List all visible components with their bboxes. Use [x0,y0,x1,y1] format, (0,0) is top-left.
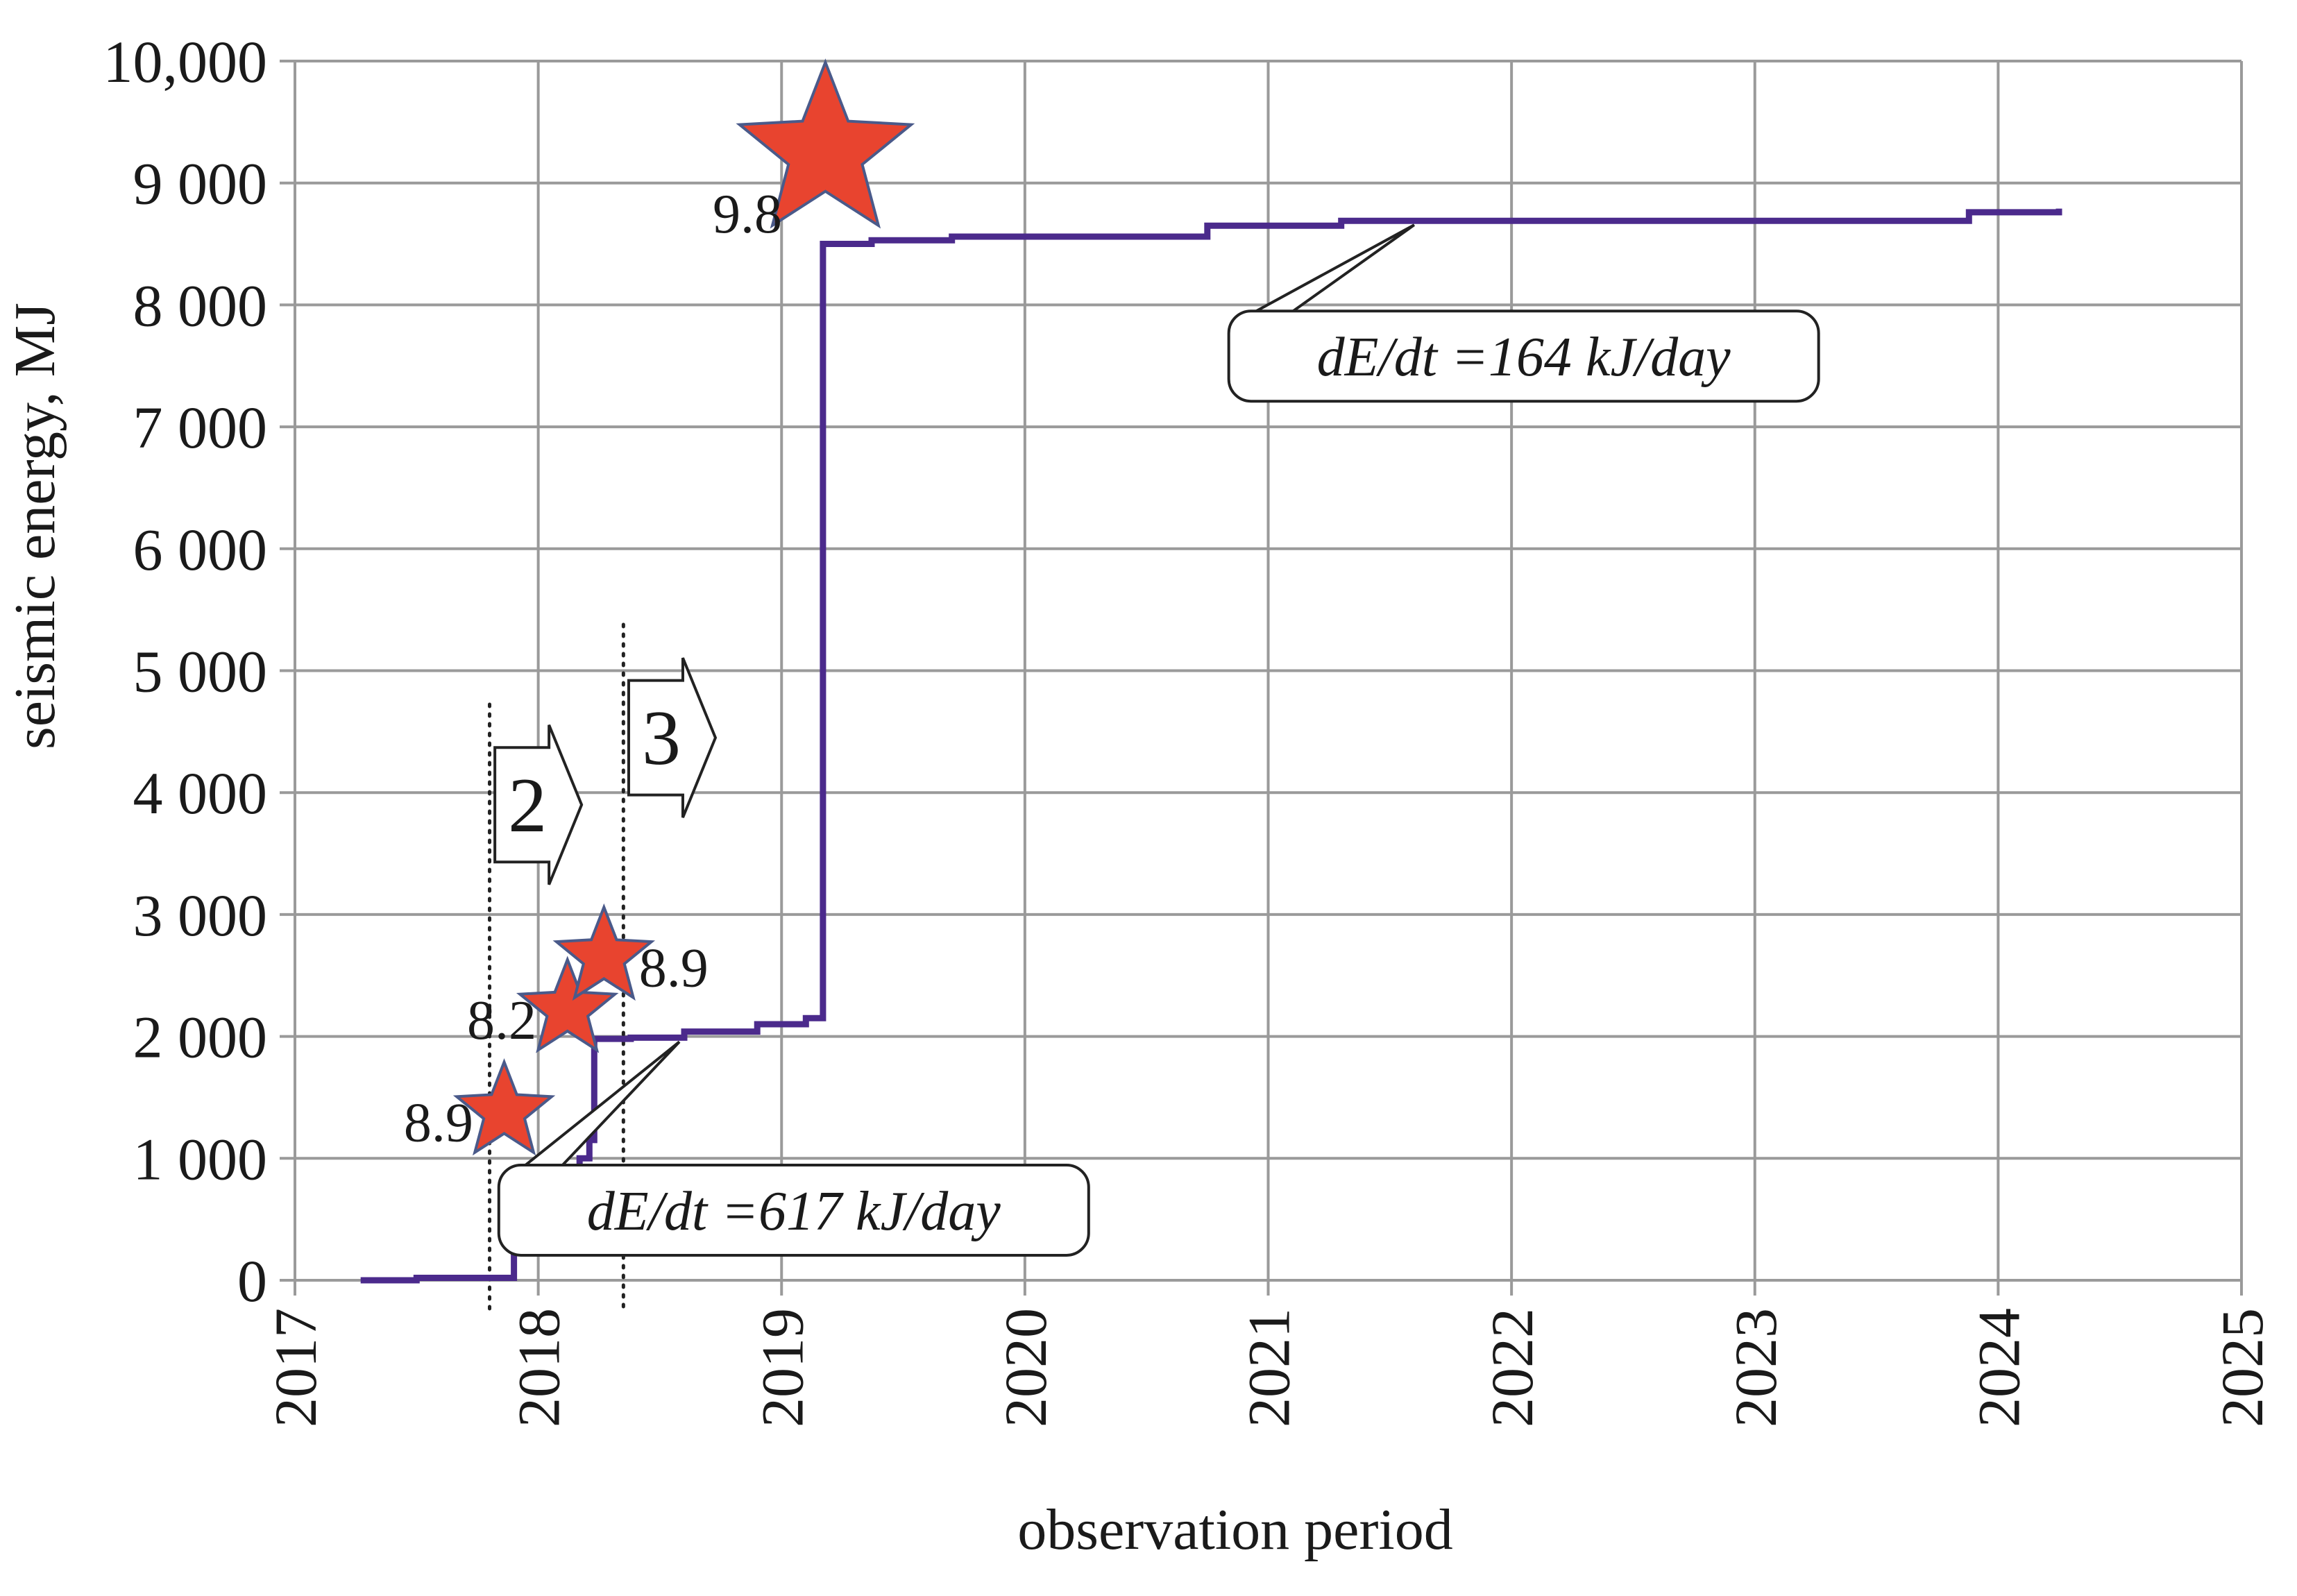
rate-callouts: dE/dt =617 kJ/day dE/dt =164 kJ/day [497,223,1820,1257]
phase-arrow [627,657,718,818]
y-tick-label: 5 000 [133,638,268,705]
rate-callout-label: dE/dt =617 kJ/day [587,1181,1001,1242]
event-star [736,58,915,229]
x-tick-label: 2022 [1479,1308,1545,1427]
event-magnitude-label: 8.9 [639,937,709,999]
phase-markers: 23 [493,657,718,885]
y-tick-label: 3 000 [133,882,268,949]
y-tick-label: 7 000 [133,394,268,461]
event-star [452,1058,556,1156]
phase-label: 2 [508,763,547,849]
phase-arrow [493,724,584,885]
phase-label: 3 [642,695,681,781]
callout-box [1227,309,1820,403]
event-magnitude-label: 8.9 [404,1093,473,1154]
y-tick-label: 1 000 [133,1126,268,1192]
y-tick-label: 4 000 [133,760,268,826]
x-tick-label: 2020 [992,1308,1059,1427]
y-tick-label: 2 000 [133,1004,268,1071]
x-tick-label: 2017 [262,1308,329,1427]
event-magnitude-label: 8.2 [467,990,536,1051]
x-tick-label: 2021 [1236,1308,1303,1427]
x-tick-label: 2019 [749,1308,815,1427]
y-tick-label: 8 000 [133,272,268,339]
callout-pointer [1253,223,1416,314]
callout-box [497,1163,1090,1257]
event-magnitude-label: 9.8 [713,184,782,245]
x-tick-label: 2023 [1722,1308,1789,1427]
x-axis-title: observation period [1017,1497,1453,1562]
x-tick-label: 2025 [2209,1308,2275,1427]
x-tick-label: 2024 [1965,1308,2032,1427]
event-stars: 8.9 8.2 8.9 9.8 [404,58,915,1156]
y-axis-title: seismic energy, MJ [3,303,67,749]
y-tick-label: 0 [237,1248,267,1314]
event-star [516,956,619,1053]
event-star [552,903,656,1001]
callout-pointer [523,1040,681,1168]
y-tick-label: 6 000 [133,516,268,583]
y-tick-label: 9 000 [133,151,268,217]
rate-callout-label: dE/dt =164 kJ/day [1317,327,1731,388]
grid [280,60,2243,1296]
x-tick-label: 2018 [506,1308,573,1427]
y-tick-label: 10,000 [103,28,268,95]
tick-labels: 2017 2018 2019 2020 2021 2022 2023 2024 2025 0 1 0… [103,28,2276,1427]
